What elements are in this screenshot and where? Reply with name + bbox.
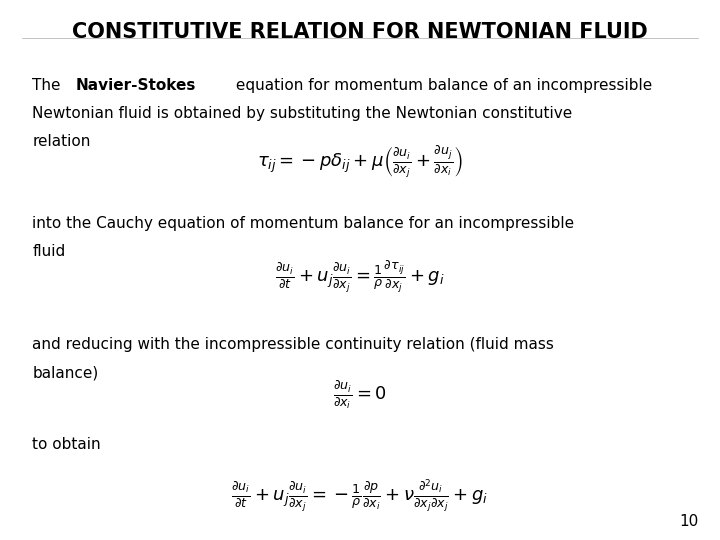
Text: and reducing with the incompressible continuity relation (fluid mass: and reducing with the incompressible con…: [32, 338, 554, 353]
Text: 10: 10: [679, 514, 698, 529]
Text: $\frac{\partial u_i}{\partial t} + u_j\frac{\partial u_i}{\partial x_j} = \frac{: $\frac{\partial u_i}{\partial t} + u_j\f…: [275, 259, 445, 295]
Text: to obtain: to obtain: [32, 437, 101, 453]
Text: Navier-Stokes: Navier-Stokes: [76, 78, 196, 93]
Text: $\tau_{ij} = -p\delta_{ij} + \mu\left(\frac{\partial u_i}{\partial x_j} + \frac{: $\tau_{ij} = -p\delta_{ij} + \mu\left(\f…: [257, 144, 463, 180]
Text: into the Cauchy equation of momentum balance for an incompressible: into the Cauchy equation of momentum bal…: [32, 216, 575, 231]
Text: $\frac{\partial u_i}{\partial t} + u_j\frac{\partial u_i}{\partial x_j} = -\frac: $\frac{\partial u_i}{\partial t} + u_j\f…: [231, 477, 489, 514]
Text: $\frac{\partial u_i}{\partial x_i} = 0$: $\frac{\partial u_i}{\partial x_i} = 0$: [333, 380, 387, 411]
Text: fluid: fluid: [32, 244, 66, 259]
Text: CONSTITUTIVE RELATION FOR NEWTONIAN FLUID: CONSTITUTIVE RELATION FOR NEWTONIAN FLUI…: [72, 22, 648, 42]
Text: relation: relation: [32, 134, 91, 150]
Text: The: The: [32, 78, 66, 93]
Text: balance): balance): [32, 366, 99, 381]
Text: Newtonian fluid is obtained by substituting the Newtonian constitutive: Newtonian fluid is obtained by substitut…: [32, 106, 572, 122]
Text: equation for momentum balance of an incompressible: equation for momentum balance of an inco…: [231, 78, 652, 93]
